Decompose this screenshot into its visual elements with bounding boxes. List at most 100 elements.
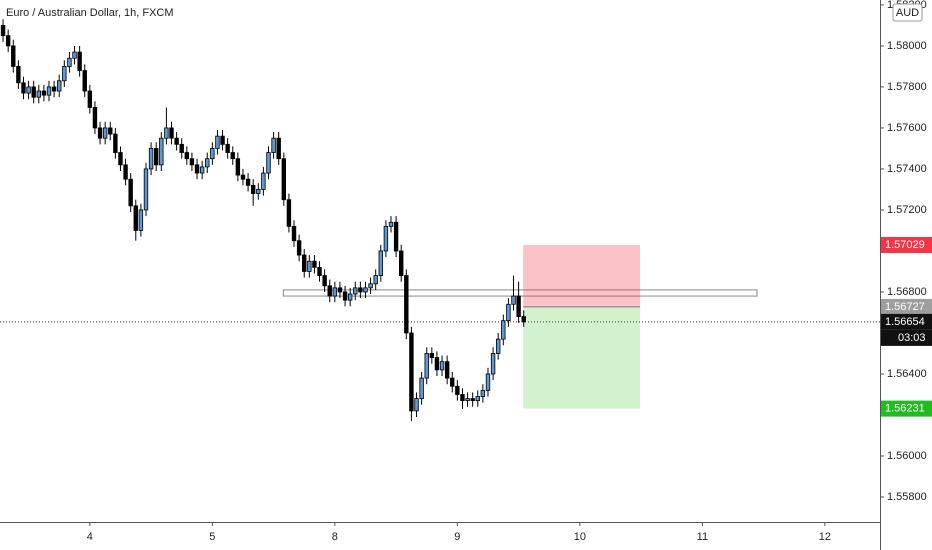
x-tick-label: 12 [819, 531, 831, 543]
candle-body [11, 45, 16, 67]
candle-body [317, 266, 322, 276]
candle-body [266, 152, 271, 174]
candle-body [123, 164, 128, 180]
target-price-label: 1.56231 [885, 403, 925, 415]
candle-body [322, 275, 327, 287]
candle-body [46, 86, 52, 96]
current-price-label: 1.56654 [885, 316, 925, 328]
candle-body [57, 80, 62, 92]
candle-body [337, 287, 343, 293]
candle-body [485, 373, 491, 391]
candle-body [210, 148, 215, 160]
candle-body [414, 398, 419, 412]
candle-body [41, 90, 47, 96]
candle-body [72, 51, 77, 59]
candle-body [516, 295, 521, 317]
y-tick-label: 1.57600 [887, 122, 927, 134]
candle-body [342, 291, 348, 301]
candle-body [429, 353, 435, 358]
candle-body [444, 361, 450, 379]
candle-body [159, 137, 164, 166]
candle-body [368, 283, 373, 289]
candle-body [470, 398, 475, 402]
candle-body [404, 275, 409, 334]
y-tick-label: 1.57200 [887, 204, 927, 216]
candle-body [174, 137, 179, 145]
candle-body [393, 221, 399, 252]
x-tick-label: 8 [332, 531, 338, 543]
currency-box[interactable] [892, 3, 923, 22]
candle-body [26, 86, 31, 94]
candle-body [82, 70, 87, 92]
candle-body [409, 332, 414, 412]
candle-body [399, 250, 404, 276]
target-zone [523, 306, 641, 409]
candle-body [138, 209, 144, 231]
stop-zone [523, 245, 641, 307]
stop-price-label: 1.57029 [885, 239, 925, 251]
candle-body [460, 394, 465, 402]
entry-price-label-box [881, 298, 932, 315]
candle-body [179, 143, 184, 153]
candle-body [271, 137, 276, 153]
candle-body [0, 25, 6, 37]
target-price-label-box [881, 400, 932, 417]
candle-body [194, 164, 200, 174]
candle-body [511, 295, 516, 305]
currency-label[interactable]: AUD [896, 7, 919, 19]
x-tick-label: 11 [697, 531, 708, 543]
candle-body [199, 166, 205, 174]
candle-body [220, 135, 225, 145]
candle-body [153, 148, 159, 166]
candle-body [307, 260, 312, 272]
candle-body [475, 396, 480, 402]
candle-body [51, 86, 57, 92]
candle-body [383, 225, 389, 252]
candle-body [225, 143, 230, 153]
y-tick-label: 1.56000 [887, 450, 927, 462]
candle-body [21, 82, 26, 94]
candle-body [302, 254, 307, 272]
candle-body [5, 35, 11, 47]
candle-body [92, 107, 98, 129]
candle-body [36, 90, 41, 98]
candle-body [118, 152, 123, 166]
x-tick-label: 10 [574, 531, 586, 543]
candle-body [230, 152, 235, 160]
candle-body [189, 158, 195, 166]
entry-price-label: 1.56727 [885, 301, 925, 313]
candle-body [347, 293, 353, 301]
y-tick-label: 1.57400 [887, 163, 927, 175]
candle-body [506, 303, 511, 322]
countdown-label: 03:03 [898, 332, 926, 344]
candle-body [363, 287, 368, 293]
candle-body [143, 168, 149, 211]
x-tick-label: 4 [87, 531, 93, 543]
countdown-box [881, 329, 932, 346]
plot-area [0, 19, 880, 422]
y-tick-label: 1.56800 [887, 286, 927, 298]
candle-body [87, 90, 93, 108]
y-tick-label: 1.58000 [887, 40, 927, 52]
candle-body [77, 51, 82, 71]
candle-body [388, 221, 394, 227]
candle-body [450, 377, 455, 387]
candle-body [245, 178, 251, 186]
candle-body [286, 199, 292, 227]
candle-body [373, 275, 378, 285]
candle-body [235, 158, 241, 176]
candle-body [424, 353, 429, 379]
candle-body [434, 357, 440, 371]
current-price-label-box [881, 313, 932, 330]
candle-body [128, 178, 133, 207]
candle-body [102, 127, 108, 139]
candle-body [291, 225, 297, 242]
candle-body [250, 184, 256, 194]
candle-body [332, 287, 338, 297]
candle-body [465, 398, 470, 402]
candle-body [521, 316, 526, 323]
candle-body [312, 260, 317, 268]
candle-body [62, 66, 67, 82]
